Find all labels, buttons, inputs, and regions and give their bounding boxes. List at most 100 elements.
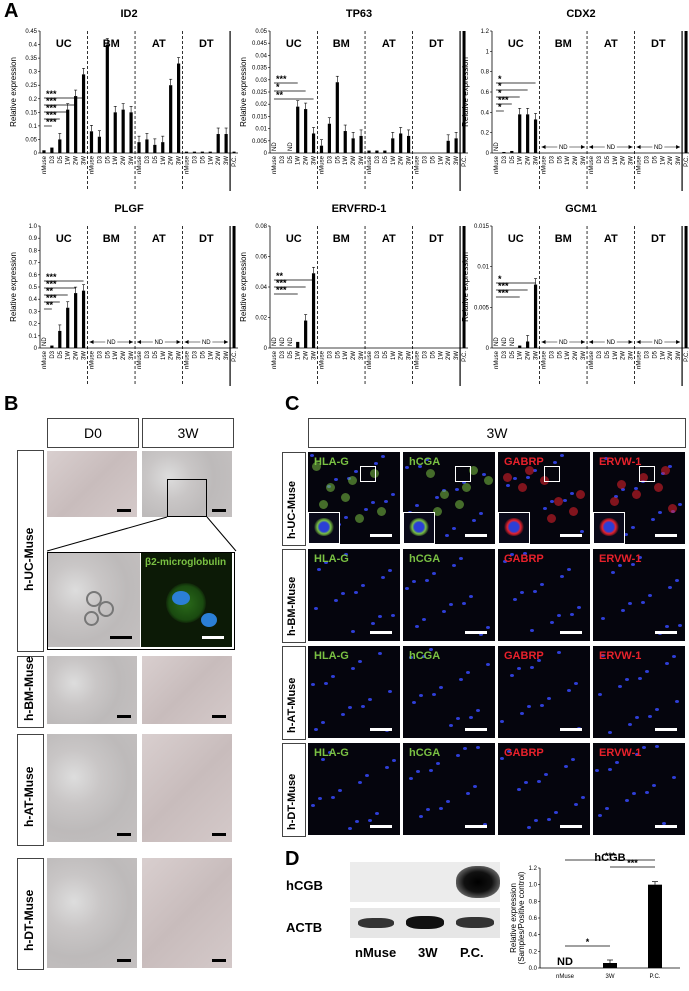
y-tick-label: 0.7 [29,261,38,267]
x-tick-label: 2W [526,351,532,360]
blot-band [406,916,444,929]
row-label: h-UC-Muse [286,480,298,539]
row-label-at: h-AT-Muse [22,766,36,827]
nucleus [614,495,618,498]
chart-title: GCM1 [565,203,597,215]
nucleus [364,508,368,511]
nd-label: ND [606,145,615,151]
y-tick-label: 0.04 [255,53,267,59]
panel-label-b: B [4,393,19,415]
y-tick-label: 0.2 [481,131,490,137]
arrow-head [636,145,641,149]
y-tick-label: 0.8 [529,899,538,905]
chart-svg: ID2 Relative expression 0 0.05 0.1 0.15 0.2 0.2… [9,8,238,191]
signal [525,466,534,475]
y-tick-label: 0.06 [255,255,267,261]
nucleus [645,670,649,673]
nucleus [635,716,639,719]
x-tick-label: 1W [113,351,119,360]
nd-bg [604,144,617,150]
signal [484,476,493,485]
y-tick-label: 0.005 [252,139,268,145]
nucleus [201,613,217,627]
x-tick-label: D3 [145,155,151,163]
y-tick-label: 1.0 [29,224,38,230]
nucleus [432,572,436,575]
cell [86,591,102,607]
x-tick-label: D3 [280,155,286,163]
y-tick-label: 0.05 [255,29,267,35]
bar [399,133,403,153]
y-tick-label: 0.0 [529,966,538,972]
nucleus [672,776,676,779]
nucleus [567,689,571,692]
sig-star: *** [46,96,57,106]
bar [137,142,141,153]
scale-bar [465,825,487,828]
nucleus [405,587,409,590]
y-tick-label: 0.02 [255,316,267,322]
nucleus [500,757,504,760]
x-tick-label: D3 [597,155,603,163]
sig-star: ** [46,286,54,296]
chart-id2: ID2 Relative expression 0 0.05 0.1 0.15 0.2 0.2… [8,3,238,198]
nucleus [580,530,584,533]
inset [308,512,340,544]
nucleus [381,576,385,579]
nucleus [452,527,456,530]
nucleus [442,610,446,613]
y-axis-label: Relative expression [9,252,18,322]
sig-star: *** [46,89,57,99]
x-tick-label: nMuse [415,155,421,174]
scale-bar [370,825,392,828]
nucleus [368,698,372,701]
nucleus [628,602,632,605]
fluor-3-2: GABRP [498,743,590,835]
nucleus [540,704,544,707]
marker-label: hCGA [409,456,441,468]
sig-star: * [498,88,502,98]
nd-bg [105,339,118,345]
x-tick-label: 3W [629,351,635,360]
nucleus [560,454,564,457]
bar [327,123,331,153]
x-tick-label: D5 [430,350,436,358]
group-label: AT [152,38,166,50]
nucleus [570,492,574,495]
nucleus [338,789,342,792]
nucleus [655,745,659,748]
sig-star: *** [605,851,616,861]
sig-star: *** [46,279,57,289]
y-axis-label: Relative expression [239,57,248,127]
x-tick-label: 2W [573,351,579,360]
group-label: AT [382,233,396,245]
chart-svg: ERVFRD-1 Relative expression 0 0.02 0.04 0.06… [239,203,468,386]
nucleus [334,478,338,481]
chart-svg: PLGF Relative expression 0 0.1 0.2 0.3 0.4 0.5 0… [9,203,238,386]
sig-star: ** [276,90,284,100]
inset-cell [314,518,334,536]
nucleus [310,454,314,457]
arrow-head [676,145,681,149]
x-tick-label: D3 [549,155,555,163]
x-tick-label: 2W [668,351,674,360]
x-tick-label: 1W [660,351,666,360]
y-axis-label: Relative expression [461,57,470,127]
nucleus [469,595,473,598]
bar [603,963,617,968]
x-tick-label: 2W [169,156,175,165]
marker-label: HLA-G [314,456,349,468]
bar [42,150,46,153]
nucleus [618,564,622,567]
y-axis-label: Relative expression [461,252,470,322]
nucleus [537,780,541,783]
zoom-lines [47,516,237,552]
nd-label: ND [559,145,568,151]
nucleus [563,499,567,502]
arrow-head [581,145,586,149]
bar [224,134,228,153]
group-label: DT [651,38,666,50]
x-tick-label: 3W [581,351,587,360]
x-tick-label: 1W [343,351,349,360]
